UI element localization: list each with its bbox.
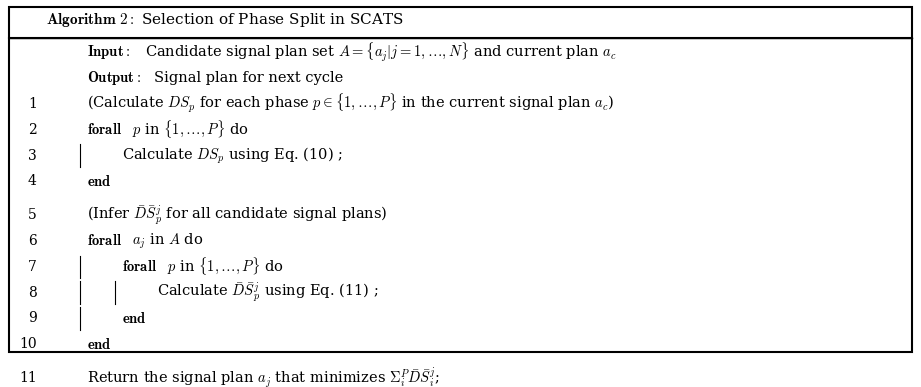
Text: 5: 5 xyxy=(28,208,37,222)
Text: 4: 4 xyxy=(28,175,37,188)
Text: 8: 8 xyxy=(28,286,37,300)
Text: (Calculate $DS_p$ for each phase $p \in \{1,\ldots,P\}$ in the current signal pl: (Calculate $DS_p$ for each phase $p \in … xyxy=(87,92,615,115)
Text: Signal plan for next cycle: Signal plan for next cycle xyxy=(154,71,343,85)
Text: $\bf{Algorithm\ 2:}$ Selection of Phase Split in SCATS: $\bf{Algorithm\ 2:}$ Selection of Phase … xyxy=(46,11,404,29)
Text: $\mathbf{forall}$: $\mathbf{forall}$ xyxy=(87,122,122,137)
Text: $\mathbf{end}$: $\mathbf{end}$ xyxy=(87,174,112,189)
Text: 1: 1 xyxy=(28,97,37,111)
Text: (Infer $\bar{D}\bar{S}_p^j$ for all candidate signal plans): (Infer $\bar{D}\bar{S}_p^j$ for all cand… xyxy=(87,203,388,227)
Text: Candidate signal plan set $A = \{a_j|j=1,\ldots,N\}$ and current plan $a_c$: Candidate signal plan set $A = \{a_j|j=1… xyxy=(145,41,616,64)
Text: $a_j$ in $A$ do: $a_j$ in $A$ do xyxy=(132,231,203,250)
Text: 7: 7 xyxy=(28,260,37,274)
Text: Calculate $\bar{D}\bar{S}_p^j$ using Eq. (11) ;: Calculate $\bar{D}\bar{S}_p^j$ using Eq.… xyxy=(157,281,379,304)
Text: $\mathbf{end}$: $\mathbf{end}$ xyxy=(87,337,112,352)
Text: $\mathbf{forall}$: $\mathbf{forall}$ xyxy=(122,259,157,274)
Text: 2: 2 xyxy=(28,123,37,137)
Text: Calculate $DS_p$ using Eq. (10) ;: Calculate $DS_p$ using Eq. (10) ; xyxy=(122,146,344,166)
Text: 10: 10 xyxy=(19,337,37,351)
Text: $\mathbf{forall}$: $\mathbf{forall}$ xyxy=(87,233,122,248)
Text: $p$ in $\{1,\ldots,P\}$ do: $p$ in $\{1,\ldots,P\}$ do xyxy=(167,256,284,277)
Text: $\mathbf{Output:}$: $\mathbf{Output:}$ xyxy=(87,69,146,87)
Text: 11: 11 xyxy=(19,371,37,385)
Text: Return the signal plan $a_j$ that minimizes $\Sigma_i^P \bar{D}\bar{S}_i^j$;: Return the signal plan $a_j$ that minimi… xyxy=(87,366,440,387)
Text: 3: 3 xyxy=(28,149,37,163)
Text: $p$ in $\{1,\ldots,P\}$ do: $p$ in $\{1,\ldots,P\}$ do xyxy=(132,119,249,140)
Text: 6: 6 xyxy=(28,234,37,248)
Text: 9: 9 xyxy=(28,312,37,325)
Text: $\mathbf{Input:}$: $\mathbf{Input:}$ xyxy=(87,43,134,61)
FancyBboxPatch shape xyxy=(9,7,912,352)
Text: $\mathbf{end}$: $\mathbf{end}$ xyxy=(122,311,147,326)
